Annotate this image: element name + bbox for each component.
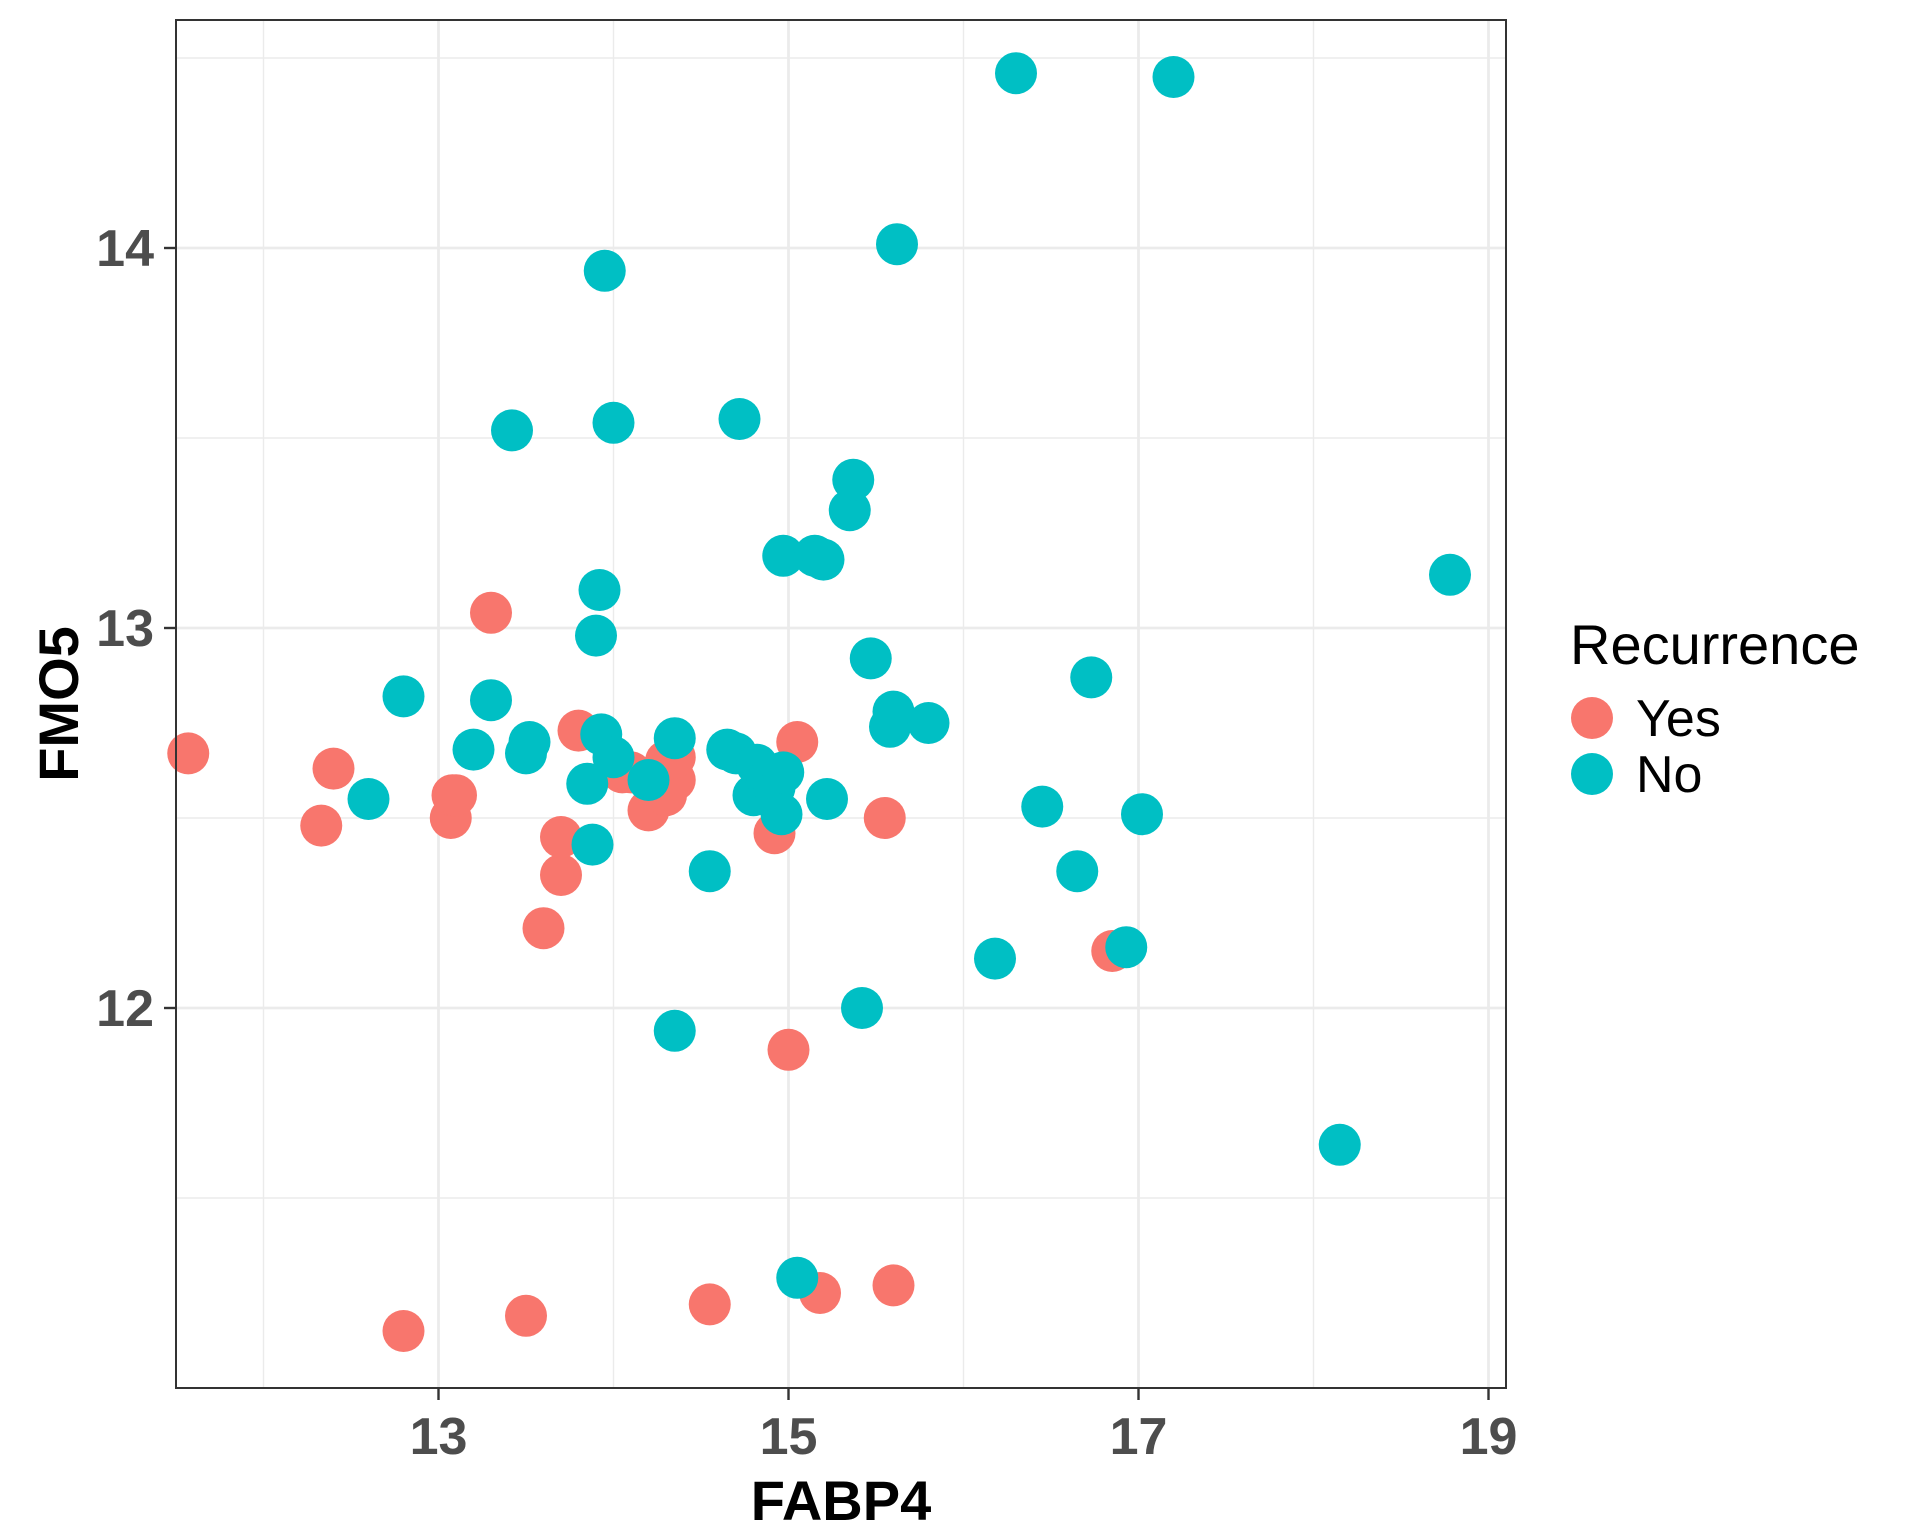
point-no: [832, 458, 875, 501]
point-no: [828, 489, 871, 532]
x-axis-title: FABP4: [751, 1469, 932, 1532]
point-no: [876, 223, 918, 266]
legend-label-yes: Yes: [1636, 690, 1721, 748]
point-no: [382, 675, 425, 718]
point-no: [1056, 850, 1099, 893]
point-yes: [470, 591, 512, 634]
legend-title: Recurrence: [1570, 613, 1859, 676]
y-tick-label: 12: [96, 980, 154, 1038]
point-yes: [382, 1310, 425, 1352]
point-yes: [540, 816, 582, 858]
point-no: [491, 409, 533, 452]
point-no: [688, 850, 731, 893]
point-yes: [522, 907, 565, 950]
point-yes: [300, 804, 343, 847]
legend-key-no: [1571, 753, 1613, 795]
x-tick-label: 13: [410, 1408, 468, 1466]
point-no: [806, 778, 848, 820]
point-yes: [872, 1264, 915, 1307]
legend-label-no: No: [1636, 746, 1702, 804]
point-no: [1121, 793, 1163, 836]
data-points: [167, 52, 1471, 1352]
point-no: [653, 717, 696, 760]
point-no: [653, 1009, 696, 1052]
point-no: [452, 728, 495, 771]
x-tick-label: 15: [760, 1408, 818, 1466]
y-tick-label: 13: [96, 600, 154, 658]
point-no: [1105, 926, 1148, 969]
point-no: [849, 637, 892, 680]
point-yes: [505, 1294, 547, 1337]
point-yes: [863, 797, 906, 839]
point-no: [907, 702, 950, 744]
point-no: [1152, 56, 1195, 98]
point-no: [575, 614, 617, 657]
point-no: [974, 937, 1016, 980]
x-tick-label: 19: [1460, 1408, 1518, 1466]
point-no: [1070, 656, 1113, 699]
y-axis: 12 13 14: [96, 220, 176, 1038]
y-axis-title: FMO5: [27, 626, 90, 782]
point-no: [841, 987, 883, 1029]
point-no: [583, 249, 626, 292]
point-no: [566, 762, 609, 805]
point-no: [592, 401, 635, 444]
legend-key-yes: [1571, 697, 1613, 739]
point-no: [872, 690, 915, 733]
point-yes: [688, 1283, 731, 1326]
plot-panel-border: [175, 19, 1507, 1389]
point-no: [718, 398, 761, 440]
point-no: [1429, 553, 1471, 596]
point-no: [578, 569, 621, 611]
point-no: [470, 679, 512, 722]
minor-gridlines: [176, 20, 1506, 1388]
x-axis: 13 15 17 19: [410, 1388, 1518, 1466]
point-yes: [167, 732, 210, 775]
point-no: [571, 823, 614, 866]
point-no: [1318, 1123, 1361, 1166]
point-no: [776, 1256, 819, 1299]
point-yes: [540, 854, 582, 896]
point-yes: [435, 774, 477, 817]
point-yes: [312, 747, 355, 790]
point-no: [762, 751, 805, 794]
point-no: [508, 721, 551, 763]
point-no: [347, 778, 390, 820]
x-tick-label: 17: [1110, 1408, 1168, 1466]
major-gridlines: [176, 20, 1506, 1388]
point-no: [762, 534, 805, 577]
point-no: [760, 793, 803, 836]
y-tick-label: 14: [96, 220, 154, 278]
point-no: [592, 736, 635, 779]
point-no: [802, 538, 845, 581]
point-yes: [767, 1028, 810, 1071]
point-no: [627, 759, 670, 801]
point-no: [995, 52, 1037, 95]
point-no: [1021, 785, 1064, 828]
